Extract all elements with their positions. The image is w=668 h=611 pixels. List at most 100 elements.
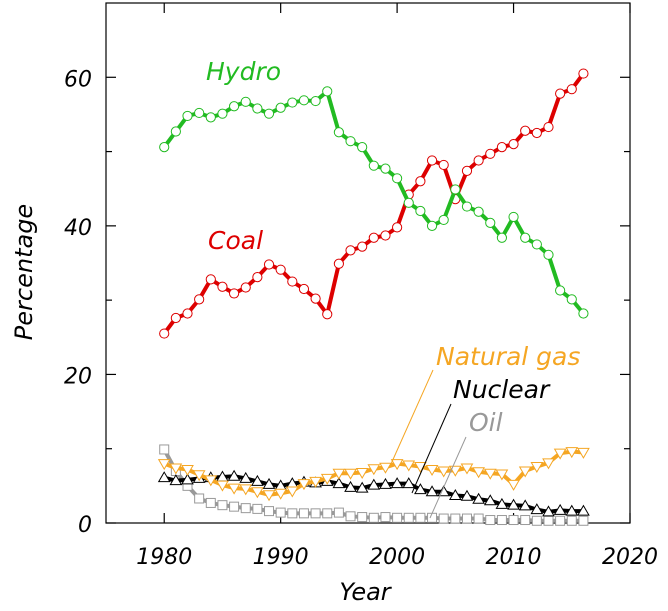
data-point-natural-gas bbox=[425, 465, 439, 477]
data-point-oil bbox=[485, 515, 496, 526]
data-point-nuclear bbox=[169, 474, 183, 486]
data-point-oil bbox=[427, 512, 438, 523]
data-point-hydro bbox=[357, 142, 368, 153]
x-tick-label: 1980 bbox=[136, 545, 192, 570]
data-point-oil bbox=[217, 500, 228, 511]
data-point-hydro bbox=[333, 127, 344, 138]
data-point-natural-gas bbox=[402, 460, 416, 472]
data-point-hydro bbox=[240, 96, 251, 107]
data-point-coal bbox=[392, 222, 403, 233]
data-point-coal bbox=[520, 125, 531, 136]
data-point-hydro bbox=[217, 108, 228, 119]
data-point-nuclear bbox=[495, 497, 509, 509]
data-point-coal bbox=[485, 148, 496, 159]
data-point-coal bbox=[322, 309, 333, 320]
data-point-coal bbox=[461, 165, 473, 176]
data-point-coal bbox=[333, 258, 344, 269]
axis-ticks: 1980 1990 2000 2010 2020 0 20 40 60 bbox=[64, 3, 658, 570]
data-point-nuclear bbox=[565, 504, 579, 516]
data-point-natural-gas bbox=[390, 459, 404, 471]
data-point-oil bbox=[380, 512, 391, 523]
data-point-natural-gas bbox=[169, 463, 183, 475]
leader-line-natural-gas bbox=[390, 369, 434, 465]
data-point-hydro bbox=[508, 211, 519, 223]
data-point-coal bbox=[555, 88, 566, 99]
data-point-hydro bbox=[322, 86, 333, 97]
data-point-hydro bbox=[275, 102, 286, 113]
data-point-oil bbox=[438, 513, 449, 524]
data-point-coal bbox=[566, 84, 577, 95]
data-point-natural-gas bbox=[379, 462, 392, 474]
series-layer bbox=[157, 68, 590, 526]
series-coal bbox=[159, 68, 589, 339]
data-point-hydro bbox=[496, 232, 508, 243]
series-labels: Hydro Coal Natural gas Nuclear Oil bbox=[206, 57, 580, 519]
data-point-oil bbox=[473, 513, 484, 524]
data-point-hydro bbox=[426, 220, 438, 231]
data-point-oil bbox=[333, 507, 344, 518]
data-point-coal bbox=[240, 282, 251, 293]
series-oil bbox=[159, 444, 589, 526]
data-point-oil bbox=[531, 515, 542, 526]
data-point-oil bbox=[555, 515, 566, 526]
data-point-oil bbox=[322, 508, 333, 519]
data-point-coal bbox=[438, 159, 449, 171]
data-point-oil bbox=[310, 508, 321, 519]
data-point-coal bbox=[182, 308, 193, 319]
data-point-oil bbox=[240, 503, 251, 514]
data-point-hydro bbox=[531, 239, 542, 250]
series-label-oil: Oil bbox=[469, 408, 503, 437]
data-point-nuclear bbox=[577, 504, 590, 516]
data-point-oil bbox=[287, 508, 298, 519]
data-point-coal bbox=[287, 276, 298, 287]
x-axis-title: Year bbox=[339, 578, 392, 606]
data-point-hydro bbox=[345, 136, 356, 147]
data-point-natural-gas bbox=[448, 465, 462, 477]
series-label-natural-gas: Natural gas bbox=[436, 342, 580, 371]
x-tick-label: 2020 bbox=[602, 545, 658, 570]
y-tick-label: 0 bbox=[78, 513, 92, 538]
data-point-hydro bbox=[555, 285, 566, 296]
data-point-coal bbox=[496, 142, 508, 153]
data-point-hydro bbox=[287, 97, 298, 108]
data-point-coal bbox=[578, 68, 589, 79]
data-point-oil bbox=[543, 515, 554, 526]
leader-line-nuclear bbox=[411, 403, 452, 494]
data-point-coal bbox=[380, 230, 391, 241]
data-point-hydro bbox=[194, 107, 205, 119]
data-point-oil bbox=[566, 515, 577, 526]
data-point-coal bbox=[531, 127, 542, 139]
data-point-natural-gas bbox=[309, 476, 322, 488]
series-label-coal: Coal bbox=[208, 226, 263, 255]
data-point-coal bbox=[310, 293, 321, 304]
data-point-natural-gas bbox=[472, 467, 485, 479]
data-point-nuclear bbox=[472, 492, 485, 504]
data-point-oil bbox=[252, 503, 263, 514]
data-point-nuclear bbox=[227, 469, 241, 481]
plot-frame bbox=[105, 2, 631, 524]
data-point-oil bbox=[264, 506, 275, 517]
data-point-hydro bbox=[368, 160, 379, 171]
data-point-coal bbox=[508, 139, 519, 150]
y-tick-label: 60 bbox=[64, 67, 92, 92]
data-point-nuclear bbox=[483, 494, 497, 506]
data-point-nuclear bbox=[379, 477, 392, 489]
data-point-natural-gas bbox=[227, 483, 241, 495]
data-point-coal bbox=[170, 312, 181, 324]
data-point-nuclear bbox=[542, 505, 555, 517]
data-point-coal bbox=[263, 259, 275, 270]
data-point-natural-gas bbox=[553, 448, 567, 460]
data-point-hydro bbox=[566, 294, 577, 305]
data-point-natural-gas bbox=[157, 459, 171, 471]
data-point-oil bbox=[520, 515, 531, 526]
data-point-natural-gas bbox=[251, 487, 264, 499]
data-point-hydro bbox=[205, 112, 216, 123]
data-point-nuclear bbox=[239, 471, 253, 483]
data-point-natural-gas bbox=[530, 462, 544, 474]
data-point-hydro bbox=[159, 142, 170, 153]
data-point-nuclear bbox=[425, 485, 439, 497]
data-point-oil bbox=[392, 512, 403, 523]
data-point-nuclear bbox=[460, 489, 474, 501]
data-point-hydro bbox=[485, 217, 496, 228]
